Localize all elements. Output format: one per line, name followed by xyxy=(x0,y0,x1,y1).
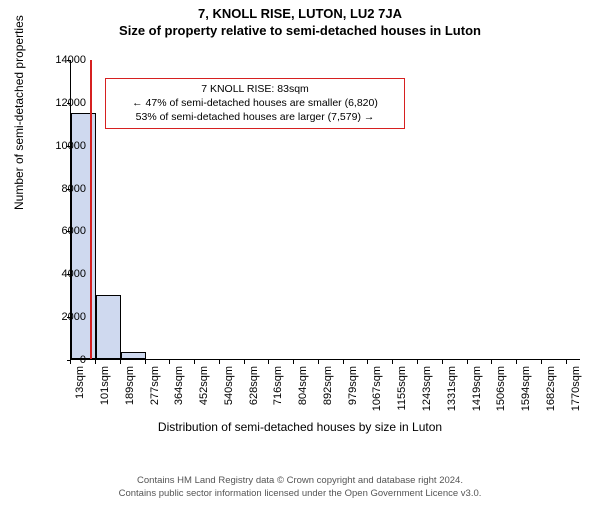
x-tick-mark xyxy=(70,360,71,364)
x-tick-label: 13sqm xyxy=(74,366,86,399)
x-tick-label: 452sqm xyxy=(198,366,210,405)
x-tick-mark xyxy=(516,360,517,364)
footer-line-1: Contains HM Land Registry data © Crown c… xyxy=(0,475,600,487)
histogram-bar xyxy=(96,295,121,359)
x-tick-label: 1243sqm xyxy=(421,366,433,411)
x-tick-mark xyxy=(343,360,344,364)
y-tick-label: 10000 xyxy=(26,140,86,152)
x-tick-label: 1594sqm xyxy=(520,366,532,411)
x-tick-mark xyxy=(541,360,542,364)
x-tick-mark xyxy=(268,360,269,364)
x-tick-label: 1155sqm xyxy=(396,366,408,410)
x-tick-label: 1419sqm xyxy=(471,366,483,411)
x-tick-mark xyxy=(194,360,195,364)
y-tick-label: 6000 xyxy=(26,225,86,237)
y-tick-label: 8000 xyxy=(26,183,86,195)
x-tick-label: 101sqm xyxy=(99,366,111,405)
histogram-bar xyxy=(121,352,146,360)
infobox-larger-pct: 53% of semi-detached houses are larger (… xyxy=(112,110,398,124)
x-tick-label: 1770sqm xyxy=(570,366,582,411)
x-tick-label: 1506sqm xyxy=(495,366,507,411)
x-tick-label: 716sqm xyxy=(272,366,284,405)
x-axis-label: Distribution of semi-detached houses by … xyxy=(0,420,600,434)
x-tick-mark xyxy=(244,360,245,364)
x-tick-mark xyxy=(442,360,443,364)
x-tick-mark xyxy=(145,360,146,364)
property-marker-line xyxy=(90,60,92,359)
x-tick-mark xyxy=(169,360,170,364)
x-tick-mark xyxy=(467,360,468,364)
x-tick-label: 979sqm xyxy=(347,366,359,405)
property-info-box: 7 KNOLL RISE: 83sqm ← 47% of semi-detach… xyxy=(105,78,405,129)
x-tick-label: 1331sqm xyxy=(446,366,458,411)
x-tick-mark xyxy=(120,360,121,364)
page-title: 7, KNOLL RISE, LUTON, LU2 7JA xyxy=(0,6,600,21)
x-tick-mark xyxy=(318,360,319,364)
x-tick-label: 1682sqm xyxy=(545,366,557,411)
y-tick-label: 14000 xyxy=(26,54,86,66)
y-tick-label: 12000 xyxy=(26,97,86,109)
x-tick-label: 628sqm xyxy=(248,366,260,405)
footer-line-2: Contains public sector information licen… xyxy=(0,488,600,500)
footer: Contains HM Land Registry data © Crown c… xyxy=(0,475,600,500)
x-tick-mark xyxy=(367,360,368,364)
y-tick-label: 2000 xyxy=(26,311,86,323)
y-axis-label: Number of semi-detached properties xyxy=(12,15,26,210)
x-tick-mark xyxy=(219,360,220,364)
x-tick-mark xyxy=(392,360,393,364)
subtitle: Size of property relative to semi-detach… xyxy=(0,23,600,38)
x-tick-label: 540sqm xyxy=(223,366,235,405)
x-tick-mark xyxy=(566,360,567,364)
y-tick-label: 0 xyxy=(26,354,86,366)
x-tick-label: 364sqm xyxy=(173,366,185,405)
x-tick-label: 1067sqm xyxy=(371,366,383,411)
x-tick-mark xyxy=(293,360,294,364)
x-tick-label: 892sqm xyxy=(322,366,334,405)
y-tick-label: 4000 xyxy=(26,268,86,280)
x-tick-mark xyxy=(95,360,96,364)
x-tick-mark xyxy=(417,360,418,364)
infobox-property-size: 7 KNOLL RISE: 83sqm xyxy=(112,82,398,96)
infobox-smaller-pct: ← 47% of semi-detached houses are smalle… xyxy=(112,96,398,110)
x-tick-mark xyxy=(491,360,492,364)
x-tick-label: 277sqm xyxy=(149,366,161,405)
x-tick-label: 804sqm xyxy=(297,366,309,405)
x-tick-label: 189sqm xyxy=(124,366,136,405)
